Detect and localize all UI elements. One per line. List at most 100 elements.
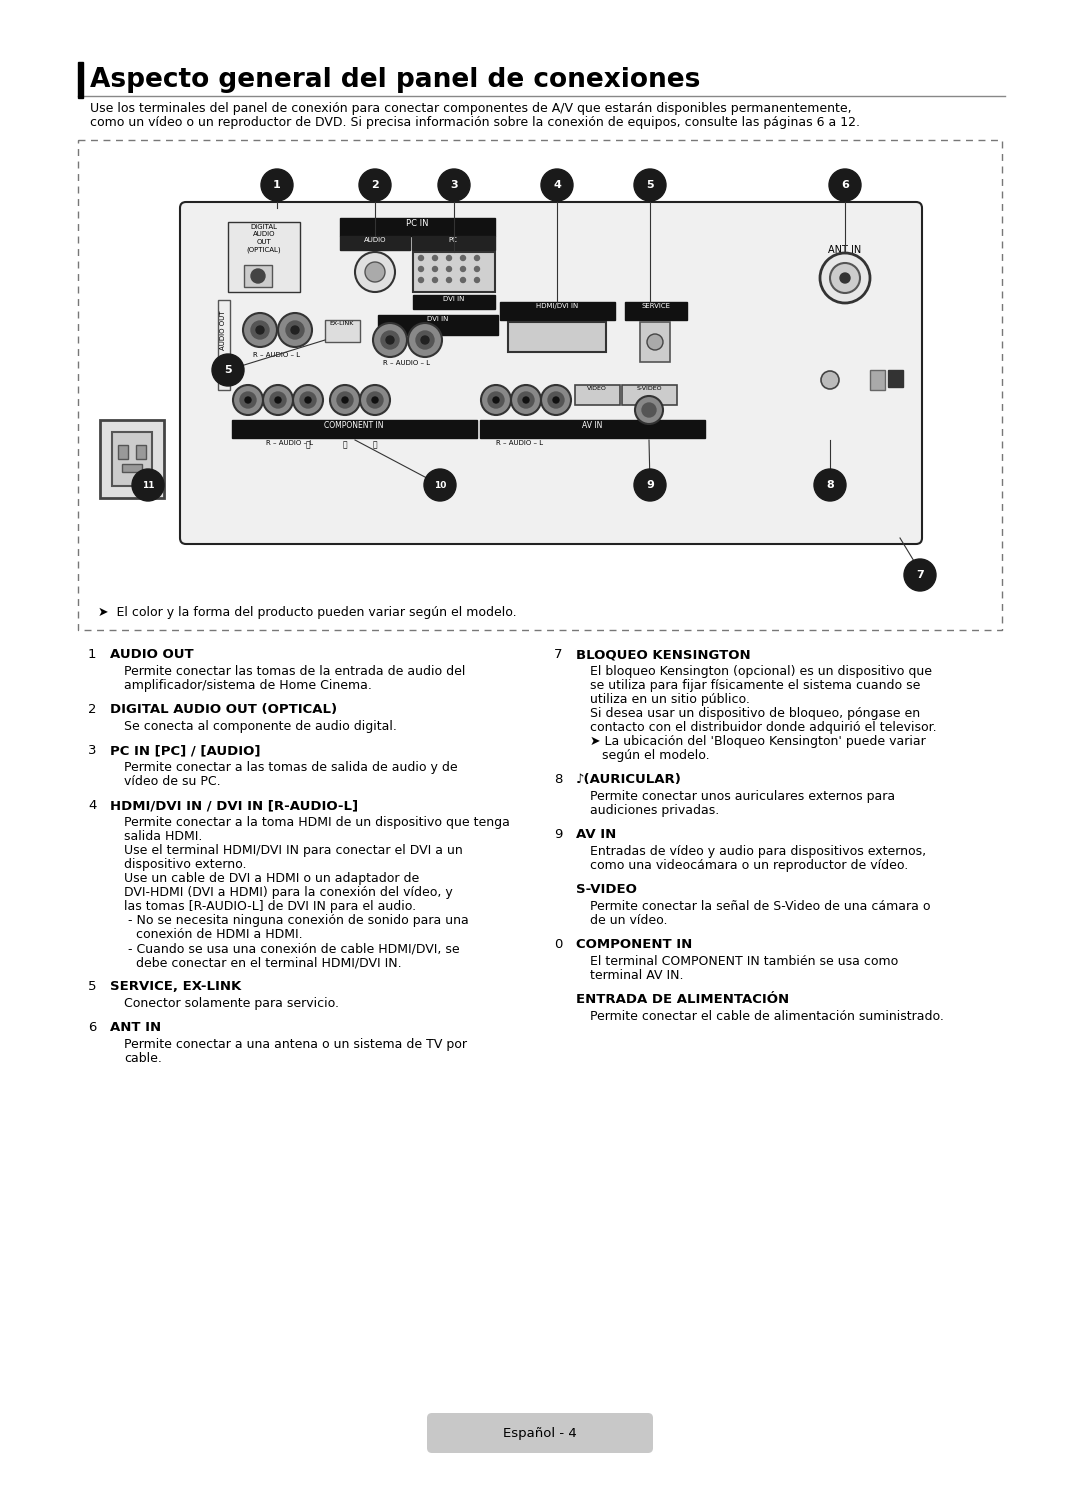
Text: salida HDMI.: salida HDMI.	[124, 830, 202, 844]
Text: AV IN: AV IN	[576, 827, 617, 841]
Circle shape	[548, 391, 564, 408]
Text: Ⓨ: Ⓨ	[373, 440, 377, 449]
Text: PC IN: PC IN	[406, 219, 429, 228]
Bar	[622, 385, 677, 405]
FancyBboxPatch shape	[180, 202, 922, 545]
Text: 5: 5	[225, 365, 232, 375]
Circle shape	[474, 277, 480, 283]
Bar	[340, 219, 495, 237]
Text: terminal AV IN.: terminal AV IN.	[590, 969, 684, 982]
Text: SERVICE: SERVICE	[642, 304, 671, 310]
Circle shape	[261, 170, 293, 201]
Circle shape	[432, 256, 437, 260]
Text: Se conecta al componente de audio digital.: Se conecta al componente de audio digita…	[124, 720, 396, 734]
Circle shape	[553, 397, 559, 403]
Bar	[640, 321, 670, 362]
Text: Permite conectar unos auriculares externos para: Permite conectar unos auriculares extern…	[590, 790, 895, 804]
Circle shape	[821, 371, 839, 388]
Text: S-VIDEO: S-VIDEO	[636, 385, 662, 391]
Text: Permite conectar a una antena o un sistema de TV por: Permite conectar a una antena o un siste…	[124, 1039, 467, 1051]
Text: Aspecto general del panel de conexiones: Aspecto general del panel de conexiones	[90, 67, 700, 92]
Circle shape	[381, 330, 399, 350]
Text: DIGITAL
AUDIO
OUT
(OPTICAL): DIGITAL AUDIO OUT (OPTICAL)	[246, 225, 281, 253]
Text: COMPONENT IN: COMPONENT IN	[324, 421, 383, 430]
Circle shape	[446, 277, 451, 283]
Text: R – AUDIO – L: R – AUDIO – L	[267, 440, 313, 446]
Circle shape	[408, 323, 442, 357]
Text: 0: 0	[554, 937, 563, 951]
Text: Español - 4: Español - 4	[503, 1427, 577, 1439]
Text: se utiliza para fijar físicamente el sistema cuando se: se utiliza para fijar físicamente el sis…	[590, 679, 920, 692]
Text: DVI IN: DVI IN	[443, 296, 464, 302]
Text: vídeo de su PC.: vídeo de su PC.	[124, 775, 220, 789]
Circle shape	[421, 336, 429, 344]
Text: HDMI/DVI IN: HDMI/DVI IN	[536, 304, 578, 310]
Text: BLOQUEO KENSINGTON: BLOQUEO KENSINGTON	[576, 647, 751, 661]
Text: - Cuando se usa una conexión de cable HDMI/DVI, se: - Cuando se usa una conexión de cable HD…	[124, 942, 460, 955]
Circle shape	[904, 559, 936, 591]
Text: 9: 9	[646, 481, 653, 490]
Text: 5: 5	[646, 180, 653, 190]
Text: ⓑ: ⓑ	[306, 440, 310, 449]
Bar	[480, 420, 705, 437]
Text: 8: 8	[826, 481, 834, 490]
Bar	[112, 432, 152, 487]
Circle shape	[251, 269, 265, 283]
Circle shape	[432, 277, 437, 283]
Text: Conector solamente para servicio.: Conector solamente para servicio.	[124, 997, 339, 1010]
Circle shape	[647, 333, 663, 350]
Text: Use los terminales del panel de conexión para conectar componentes de A/V que es: Use los terminales del panel de conexión…	[90, 103, 852, 115]
Text: utiliza en un sitio público.: utiliza en un sitio público.	[590, 693, 750, 705]
Text: AUDIO OUT: AUDIO OUT	[110, 647, 193, 661]
Text: 1: 1	[87, 647, 96, 661]
Text: HDMI/DVI IN / DVI IN [R-AUDIO-L]: HDMI/DVI IN / DVI IN [R-AUDIO-L]	[110, 799, 359, 812]
Circle shape	[460, 256, 465, 260]
Text: Use el terminal HDMI/DVI IN para conectar el DVI a un: Use el terminal HDMI/DVI IN para conecta…	[124, 844, 462, 857]
Circle shape	[212, 354, 244, 385]
Circle shape	[275, 397, 281, 403]
Circle shape	[488, 391, 504, 408]
Circle shape	[460, 266, 465, 271]
Circle shape	[416, 330, 434, 350]
Text: las tomas [R-AUDIO-L] de DVI IN para el audio.: las tomas [R-AUDIO-L] de DVI IN para el …	[124, 900, 416, 914]
Text: 4: 4	[87, 799, 96, 812]
Circle shape	[293, 385, 323, 415]
Text: debe conectar en el terminal HDMI/DVI IN.: debe conectar en el terminal HDMI/DVI IN…	[124, 955, 402, 969]
Text: conexión de HDMI a HDMI.: conexión de HDMI a HDMI.	[124, 929, 302, 940]
Circle shape	[814, 469, 846, 501]
Bar	[508, 321, 606, 353]
Circle shape	[359, 170, 391, 201]
Circle shape	[419, 256, 423, 260]
Circle shape	[424, 469, 456, 501]
Bar	[118, 445, 129, 458]
Text: de un vídeo.: de un vídeo.	[590, 914, 667, 927]
Bar	[413, 295, 495, 310]
Text: AUDIO OUT: AUDIO OUT	[220, 311, 226, 350]
FancyBboxPatch shape	[427, 1414, 653, 1452]
Bar	[888, 371, 903, 387]
Text: 8: 8	[554, 772, 563, 786]
Circle shape	[270, 391, 286, 408]
Text: 9: 9	[554, 827, 563, 841]
Text: Use un cable de DVI a HDMI o un adaptador de: Use un cable de DVI a HDMI o un adaptado…	[124, 872, 419, 885]
Text: 11: 11	[141, 481, 154, 490]
Circle shape	[481, 385, 511, 415]
Text: Permite conectar la señal de S-Video de una cámara o: Permite conectar la señal de S-Video de …	[590, 900, 931, 914]
Text: contacto con el distribuidor donde adquirió el televisor.: contacto con el distribuidor donde adqui…	[590, 722, 936, 734]
Text: según el modelo.: según el modelo.	[590, 748, 710, 762]
Text: 3: 3	[450, 180, 458, 190]
Circle shape	[446, 266, 451, 271]
Bar	[136, 445, 146, 458]
Text: 5: 5	[87, 981, 96, 992]
Circle shape	[386, 336, 394, 344]
Text: DIGITAL AUDIO OUT (OPTICAL): DIGITAL AUDIO OUT (OPTICAL)	[110, 702, 337, 716]
Text: VIDEO: VIDEO	[588, 385, 607, 391]
Circle shape	[511, 385, 541, 415]
Text: Permite conectar a la toma HDMI de un dispositivo que tenga: Permite conectar a la toma HDMI de un di…	[124, 815, 510, 829]
Text: DVI-HDMI (DVI a HDMI) para la conexión del vídeo, y: DVI-HDMI (DVI a HDMI) para la conexión d…	[124, 885, 453, 899]
Text: 4: 4	[553, 180, 561, 190]
Circle shape	[518, 391, 534, 408]
Circle shape	[233, 385, 264, 415]
Circle shape	[492, 397, 499, 403]
Bar	[232, 420, 477, 437]
